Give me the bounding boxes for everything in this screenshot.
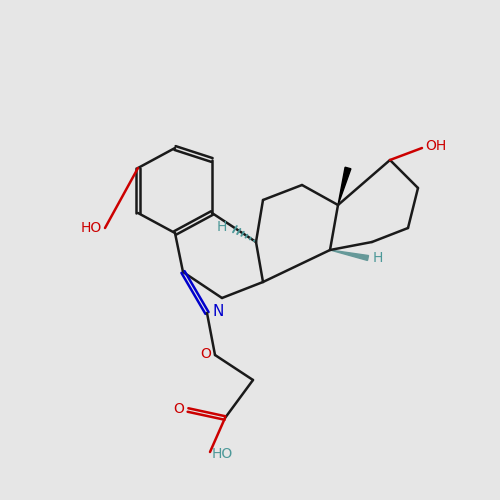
Text: HO: HO bbox=[81, 221, 102, 235]
Polygon shape bbox=[330, 250, 368, 260]
Text: O: O bbox=[200, 347, 211, 361]
Text: H: H bbox=[373, 251, 384, 265]
Text: OH: OH bbox=[425, 139, 446, 153]
Text: H: H bbox=[216, 220, 227, 234]
Text: N: N bbox=[213, 304, 224, 320]
Polygon shape bbox=[338, 167, 351, 205]
Text: O: O bbox=[173, 402, 184, 416]
Text: HO: HO bbox=[212, 447, 233, 461]
